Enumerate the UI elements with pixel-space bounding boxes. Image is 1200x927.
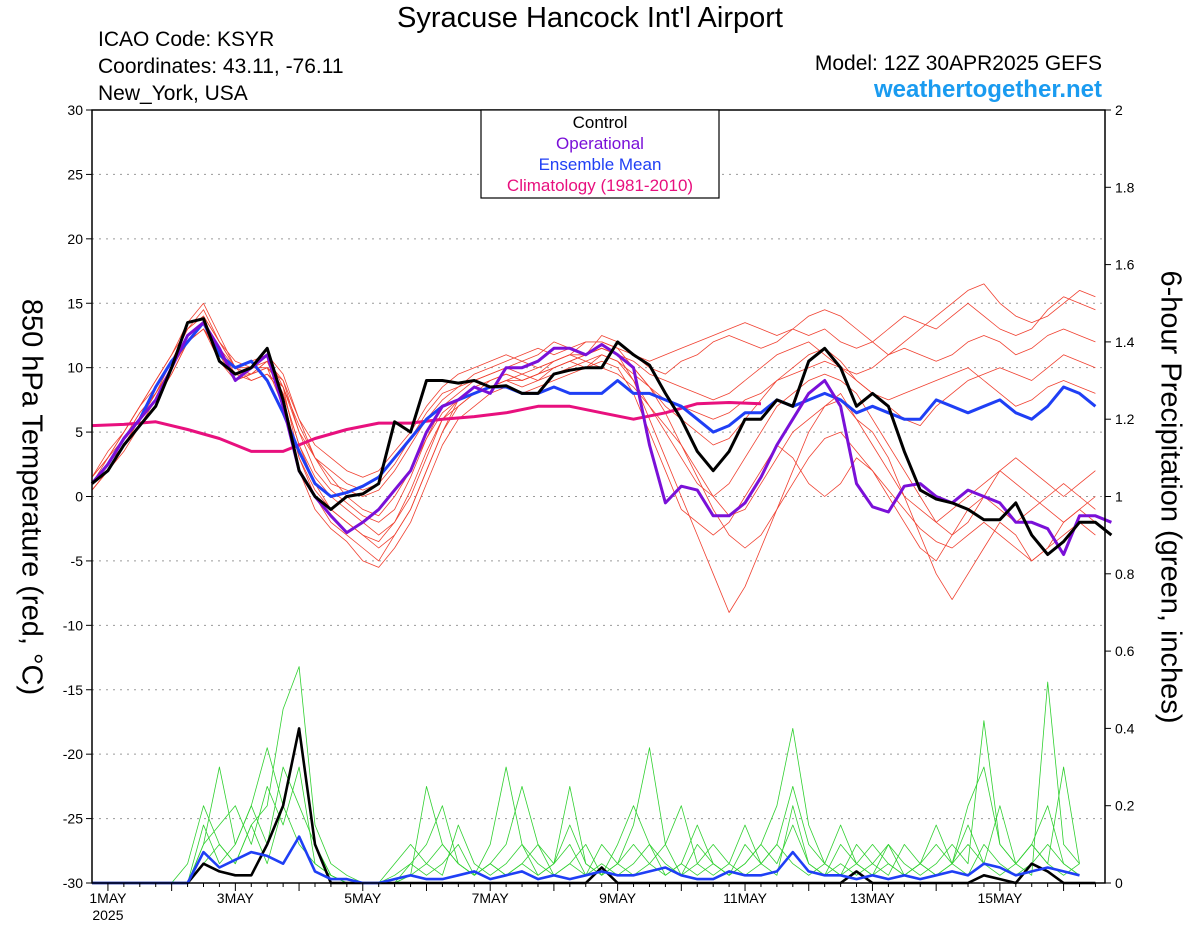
y2-tick-label: 1.2 (1115, 411, 1135, 427)
x-tick-label: 11MAY (723, 890, 767, 906)
y-tick-label: -25 (63, 811, 83, 827)
chart-title: Syracuse Hancock Int'l Airport (397, 2, 783, 34)
x-tick-label: 3MAY (217, 890, 255, 906)
coordinates: Coordinates: 43.11, -76.11 (98, 55, 344, 78)
model-run: Model: 12Z 30APR2025 GEFS (814, 52, 1102, 75)
ensemble-mean-line (90, 321, 1097, 498)
y2-tick-label: 1.4 (1115, 334, 1135, 350)
y2-tick-label: 0.8 (1115, 566, 1135, 582)
x-tick-label: 13MAY (850, 890, 896, 906)
y2-tick-label: 0.4 (1115, 720, 1135, 736)
legend-entry: Climatology (1981-2010) (507, 176, 693, 195)
y-axis-title-left: 850 hPa Temperature (red, °C) (15, 298, 48, 696)
y-tick-label: 0 (75, 489, 83, 505)
precipitation-layer (92, 666, 1096, 885)
legend-entry: Ensemble Mean (539, 155, 662, 174)
legend-entry: Control (573, 113, 628, 132)
y2-tick-label: 0.2 (1115, 798, 1135, 814)
y-axis-title-right: 6-hour Precipitation (green, inches) (1154, 270, 1187, 724)
legend-entry: Operational (556, 134, 644, 153)
x-tick-label: 1MAY (89, 890, 127, 906)
y-tick-label: -15 (63, 682, 83, 698)
y-tick-label: -5 (71, 553, 84, 569)
y2-tick-label: 0 (1115, 875, 1123, 891)
legend: Control Operational Ensemble Mean Climatolo… (480, 109, 720, 199)
y-tick-label: -10 (63, 617, 83, 633)
member-temp-line (91, 328, 1096, 562)
y2-tick-label: 2 (1115, 102, 1123, 118)
y-tick-label: 20 (67, 231, 83, 247)
axes: 302520151050-5-10-15-20-25-3021.81.61.41… (63, 102, 1135, 923)
x-tick-sublabel: 2025 (92, 907, 123, 923)
icao-code: ICAO Code: KSYR (98, 28, 275, 51)
x-tick-label: 9MAY (599, 890, 637, 906)
x-tick-label: 5MAY (344, 890, 382, 906)
member-temp-line (91, 322, 1096, 549)
grid (92, 109, 1105, 884)
x-tick-label: 7MAY (472, 890, 510, 906)
member-temp-line (91, 283, 1096, 491)
location: New_York, USA (98, 82, 248, 105)
temperature-layer (90, 283, 1113, 613)
member-precip-line (92, 728, 1080, 884)
member-precip-line (92, 766, 1080, 884)
x-tick-label: 15MAY (977, 890, 1023, 906)
y2-tick-label: 1.8 (1115, 179, 1135, 195)
y-tick-label: -20 (63, 746, 83, 762)
member-temp-line (91, 315, 1096, 497)
y2-tick-label: 1.6 (1115, 257, 1135, 273)
y-tick-label: 5 (75, 424, 83, 440)
y2-tick-label: 0.6 (1115, 643, 1135, 659)
site-name: weathertogether.net (873, 76, 1102, 103)
y-tick-label: 25 (67, 166, 83, 182)
y-tick-label: -30 (63, 875, 83, 891)
y-tick-label: 30 (67, 102, 83, 118)
member-temp-line (91, 296, 1096, 478)
climatology-line (91, 401, 762, 453)
operational-line (90, 321, 1112, 556)
y2-tick-label: 1 (1115, 489, 1123, 505)
y-tick-label: 10 (67, 360, 83, 376)
legend-box (480, 109, 720, 199)
y-tick-label: 15 (67, 295, 83, 311)
control-line (91, 317, 1113, 556)
mean-precip-line (92, 835, 1080, 885)
member-temp-line (91, 315, 1096, 523)
